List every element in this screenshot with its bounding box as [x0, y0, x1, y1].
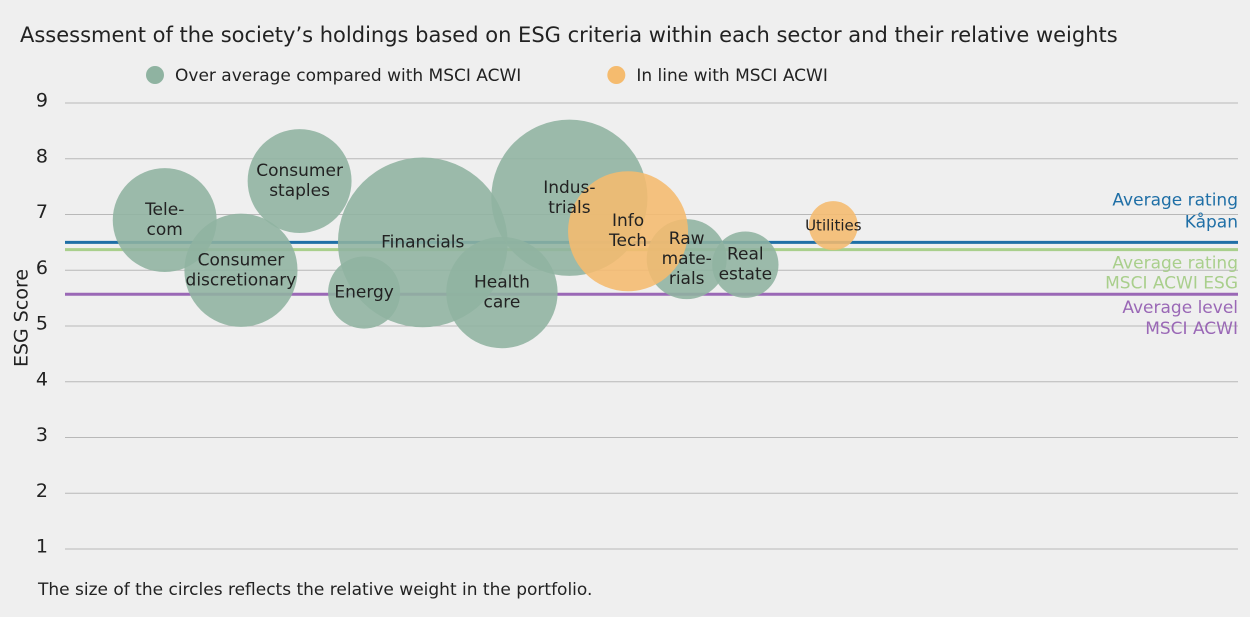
- bubble-label-line: care: [484, 293, 521, 313]
- bubble-label-line: com: [147, 220, 183, 240]
- y-tick-label: 2: [36, 480, 48, 502]
- bubble-label-line: estate: [719, 265, 773, 285]
- bubble-label-line: Real: [727, 245, 764, 265]
- bubble-label: Health care: [474, 273, 530, 313]
- bubble-label-line: Info: [612, 211, 644, 231]
- bubble: [808, 201, 858, 251]
- bubble-label: Real estate: [719, 245, 773, 285]
- bubble: [568, 171, 689, 292]
- y-tick-label: 8: [36, 145, 48, 167]
- bubble-label: Utilities: [805, 216, 862, 234]
- legend-marker: [607, 66, 626, 84]
- bubble-label-line: staples: [269, 181, 330, 201]
- y-tick-label: 9: [36, 90, 48, 112]
- chart-title: Assessment of the society’s holdings bas…: [20, 23, 1118, 47]
- y-axis-label: ESG Score: [11, 269, 33, 367]
- bubble-label-line: Health: [474, 273, 530, 293]
- bubble: [247, 129, 352, 234]
- legend-marker: [146, 66, 164, 84]
- bubble-label-line: Raw: [669, 229, 705, 249]
- bubble-label-line: discretionary: [186, 270, 297, 290]
- reference-label: MSCI ACWI: [1145, 319, 1238, 339]
- bubble-label: Indus-trials: [543, 178, 595, 218]
- bubble-label: Raw mate-rials: [662, 229, 712, 289]
- y-tick-label: 4: [36, 368, 48, 390]
- reference-label: Kåpan: [1185, 211, 1238, 232]
- reference-label: Average rating: [1112, 190, 1238, 210]
- bubble-label-line: Indus-: [543, 178, 595, 198]
- y-tick-label: 1: [36, 536, 48, 558]
- bubble-label: Info Tech: [608, 211, 647, 251]
- y-tick-label: 5: [36, 313, 48, 335]
- bubble-label-line: Tele-: [144, 200, 184, 220]
- reference-label: MSCI ACWI ESG: [1105, 274, 1238, 294]
- bubble-label-line: Financials: [381, 232, 464, 252]
- bubble-label-line: Consumer: [256, 161, 343, 181]
- bubble: [184, 213, 298, 327]
- bubble-label-line: rials: [669, 269, 705, 289]
- bubble-label: Consumer staples: [256, 161, 343, 201]
- y-tick-label: 3: [36, 424, 48, 446]
- bubble: [712, 231, 779, 298]
- legend-label: In line with MSCI ACWI: [636, 66, 828, 86]
- footnote: The size of the circles reflects the rel…: [37, 580, 592, 600]
- bubble-label-line: Consumer: [198, 250, 285, 270]
- bubble-label-line: mate-: [662, 249, 712, 269]
- bubble-label: Consumer discretionary: [186, 250, 297, 290]
- bubble-label-line: Energy: [334, 283, 394, 303]
- bubble-label-line: Utilities: [805, 216, 862, 234]
- bubble-label: Financials: [381, 232, 464, 252]
- bubble-label: Tele-com: [144, 200, 184, 240]
- bubble-label-line: Tech: [608, 231, 647, 251]
- reference-label: Average level: [1122, 298, 1238, 318]
- y-tick-label: 7: [36, 201, 48, 223]
- legend-label: Over average compared with MSCI ACWI: [175, 66, 521, 86]
- y-tick-label: 6: [36, 257, 48, 279]
- bubble-label: Energy: [334, 283, 394, 303]
- bubble-label-line: trials: [548, 198, 591, 218]
- reference-label: Average rating: [1112, 254, 1238, 274]
